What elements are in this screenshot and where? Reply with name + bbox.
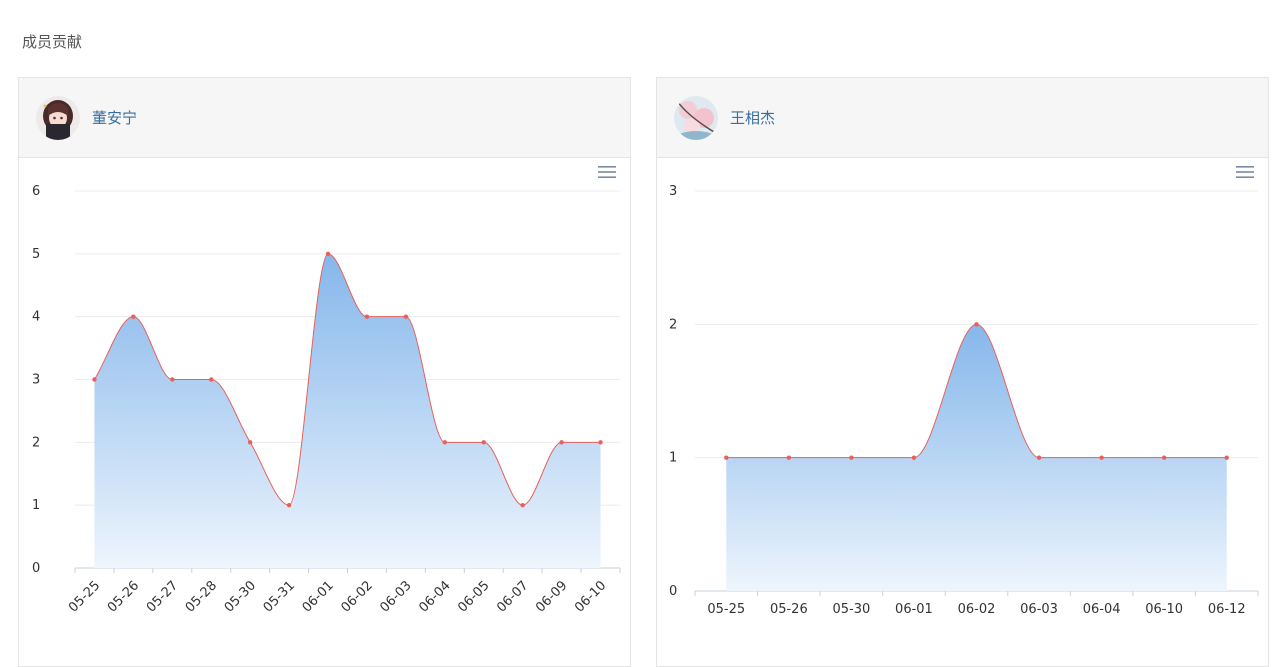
data-point	[131, 314, 136, 319]
x-tick-label: 05-26	[105, 578, 142, 615]
y-tick-label: 1	[669, 451, 677, 466]
avatar[interactable]	[36, 95, 80, 140]
page-title: 成员贡献	[22, 33, 83, 51]
x-tick-label: 06-01	[895, 602, 933, 617]
data-point	[1161, 455, 1167, 460]
member-name[interactable]: 王相杰	[730, 109, 776, 127]
member-card-header: 王相杰	[657, 78, 1268, 158]
data-point	[442, 440, 448, 445]
avatar[interactable]	[674, 95, 718, 140]
data-point	[559, 440, 564, 445]
y-tick-label: 0	[32, 561, 40, 576]
data-point	[481, 440, 486, 445]
y-tick-label: 1	[32, 498, 40, 513]
data-point	[1036, 455, 1042, 460]
y-tick-label: 4	[32, 310, 40, 325]
x-tick-label: 05-28	[183, 578, 220, 615]
data-point	[364, 314, 370, 319]
x-tick-label: 05-25	[66, 578, 103, 615]
data-point	[520, 502, 525, 508]
member-card: 董安宁 0 1 2 3 4 5 6 05-25 05-26 05-27 05-28 05-30 05-3…	[18, 77, 631, 667]
x-tick-label: 06-03	[1020, 602, 1058, 617]
series-area	[726, 324, 1227, 591]
x-tick-label: 05-25	[707, 602, 745, 617]
y-tick-label: 2	[32, 435, 40, 450]
data-point	[911, 455, 917, 460]
data-point	[92, 377, 97, 382]
hamburger-menu-icon[interactable]	[598, 164, 616, 180]
x-tick-label: 05-31	[261, 578, 298, 615]
data-point	[1224, 455, 1229, 460]
x-tick-label: 06-03	[377, 578, 414, 615]
x-tick-label: 06-02	[338, 578, 375, 615]
x-tick-label: 05-27	[144, 578, 181, 615]
hamburger-menu-icon[interactable]	[1236, 164, 1254, 180]
series-line	[94, 253, 601, 506]
member-card-header: 董安宁	[19, 78, 630, 158]
x-tick-label: 06-04	[1083, 602, 1121, 617]
y-tick-label: 6	[32, 184, 40, 199]
data-point	[1099, 455, 1104, 460]
contribution-chart: 0 1 2 3 05-25 05-26 05-30 06-01 06-02 06-03 06-04 0…	[669, 184, 1259, 617]
x-tick-label: 06-01	[300, 578, 337, 615]
chart-area: 0 1 2 3 4 5 6 05-25 05-26 05-27 05-28 05-30 05-31 06-…	[19, 158, 630, 662]
x-tick-label: 06-07	[494, 578, 531, 615]
data-point	[325, 251, 331, 257]
x-tick-label: 06-10	[572, 578, 609, 615]
y-tick-label: 2	[669, 317, 677, 332]
data-point	[170, 377, 175, 382]
x-tick-label: 06-12	[1208, 602, 1246, 617]
data-point	[286, 502, 292, 508]
data-point	[724, 455, 729, 460]
x-tick-label: 06-05	[455, 578, 492, 615]
x-tick-label: 06-04	[416, 578, 453, 615]
y-tick-label: 5	[32, 247, 40, 262]
x-tick-label: 05-30	[222, 578, 259, 615]
data-point	[598, 440, 603, 445]
avatar-cherry-blossom-icon	[674, 95, 718, 140]
series-area	[94, 253, 601, 568]
x-tick-label: 05-30	[832, 602, 870, 617]
data-point	[974, 322, 979, 327]
data-point	[849, 455, 854, 460]
member-card: 王相杰 0 1 2 3 05-25 05-26 05-30 06-01 06-02 06-03 06…	[656, 77, 1269, 667]
y-tick-label: 3	[669, 184, 677, 199]
x-tick-label: 06-02	[958, 602, 996, 617]
x-tick-label: 06-09	[533, 578, 570, 615]
chart-area: 0 1 2 3 05-25 05-26 05-30 06-01 06-02 06-03 06-04 0…	[657, 158, 1268, 662]
x-tick-label: 05-26	[770, 602, 808, 617]
data-point	[786, 455, 792, 460]
member-name[interactable]: 董安宁	[92, 109, 138, 127]
data-point	[247, 440, 253, 445]
x-tick-label: 06-10	[1145, 602, 1183, 617]
data-point	[403, 314, 409, 319]
data-point	[209, 377, 214, 382]
y-tick-label: 0	[669, 584, 677, 599]
y-tick-label: 3	[32, 373, 40, 388]
avatar-anime-girl-icon	[36, 95, 80, 140]
